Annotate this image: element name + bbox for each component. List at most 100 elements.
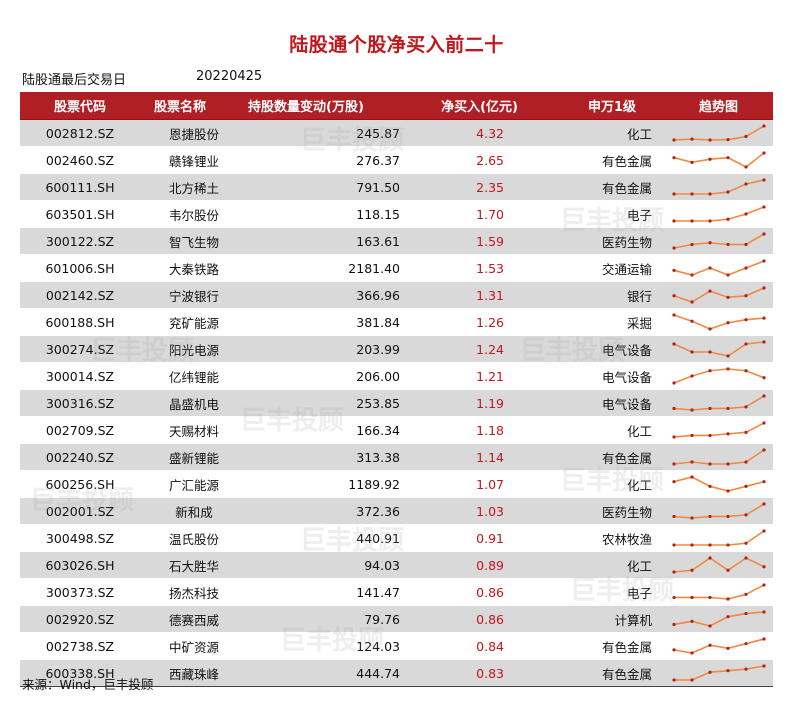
sparkline-point bbox=[743, 642, 748, 646]
sparkline-point bbox=[725, 242, 730, 247]
sparkline-point bbox=[761, 205, 766, 209]
sparkline-point bbox=[671, 435, 676, 439]
holding-change-cell: 94.03 bbox=[248, 551, 404, 579]
stock-name-cell: 温氏股份 bbox=[140, 524, 248, 552]
sparkline-point bbox=[707, 266, 712, 270]
industry-cell: 电子 bbox=[530, 200, 664, 228]
sparkline-path bbox=[673, 530, 764, 546]
sparkline-point bbox=[743, 513, 748, 517]
sparkline-point bbox=[689, 374, 694, 378]
sparkline-point bbox=[707, 138, 712, 142]
trend-cell bbox=[664, 524, 773, 552]
page-title: 陆股通个股净买入前二十 bbox=[289, 34, 504, 56]
industry-cell: 计算机 bbox=[530, 605, 664, 633]
trend-sparkline bbox=[671, 286, 766, 304]
holding-change-cell: 245.87 bbox=[248, 119, 404, 147]
trend-sparkline bbox=[671, 394, 766, 412]
sparkline-point bbox=[671, 462, 676, 466]
stock-name-cell: 扬杰科技 bbox=[140, 578, 248, 606]
sparkline-point bbox=[725, 138, 730, 142]
trend-cell bbox=[664, 281, 773, 309]
holding-change-cell: 253.85 bbox=[248, 389, 404, 417]
table-row: 300498.SZ 温氏股份 440.91 0.91 农林牧渔 bbox=[20, 524, 773, 552]
sparkline-point bbox=[689, 516, 694, 520]
sparkline-path bbox=[673, 665, 764, 681]
stock-name-cell: 亿纬锂能 bbox=[140, 362, 248, 390]
header-industry: 申万1级 bbox=[530, 92, 664, 120]
holding-change-cell: 791.50 bbox=[248, 173, 404, 201]
sparkline-point bbox=[743, 430, 748, 434]
net-buy-cell: 1.19 bbox=[404, 389, 530, 417]
sparkline-point bbox=[671, 138, 676, 142]
sparkline-point bbox=[761, 502, 766, 506]
sparkline-point bbox=[761, 448, 766, 452]
sparkline-point bbox=[707, 433, 712, 438]
trend-sparkline bbox=[671, 421, 766, 439]
holding-change-cell: 372.36 bbox=[248, 497, 404, 525]
sparkline-point bbox=[743, 182, 748, 186]
table-row: 300274.SZ 阳光电源 203.99 1.24 电气设备 bbox=[20, 335, 773, 363]
sparkline-point bbox=[689, 137, 694, 141]
sparkline-point bbox=[761, 610, 766, 614]
sparkline-point bbox=[761, 421, 766, 425]
sparkline-point bbox=[725, 568, 730, 572]
stock-code-cell: 002142.SZ bbox=[20, 281, 140, 309]
trend-cell bbox=[664, 335, 773, 363]
sparkline-point bbox=[671, 514, 676, 519]
sparkline-point bbox=[689, 242, 694, 247]
sparkline-point bbox=[725, 646, 730, 650]
table-row: 300122.SZ 智飞生物 163.61 1.59 医药生物 bbox=[20, 227, 773, 255]
sparkline-point bbox=[671, 294, 676, 298]
holding-change-cell: 440.91 bbox=[248, 524, 404, 552]
sparkline-point bbox=[725, 514, 730, 519]
industry-cell: 化工 bbox=[530, 470, 664, 498]
sparkline-point bbox=[671, 268, 676, 272]
stock-code-cell: 002920.SZ bbox=[20, 605, 140, 633]
sparkline-point bbox=[743, 318, 748, 322]
table-row: 002240.SZ 盛新锂能 313.38 1.14 有色金属 bbox=[20, 443, 773, 471]
industry-cell: 电气设备 bbox=[530, 389, 664, 417]
trend-cell bbox=[664, 173, 773, 201]
industry-cell: 银行 bbox=[530, 281, 664, 309]
holding-change-cell: 124.03 bbox=[248, 632, 404, 660]
table-row: 002460.SZ 赣锋锂业 276.37 2.65 有色金属 bbox=[20, 146, 773, 174]
stock-name-cell: 晶盛机电 bbox=[140, 389, 248, 417]
sparkline-point bbox=[761, 394, 766, 398]
stock-code-cell: 300498.SZ bbox=[20, 524, 140, 552]
stock-code-cell: 600188.SH bbox=[20, 308, 140, 336]
sparkline-point bbox=[725, 367, 730, 371]
industry-cell: 有色金属 bbox=[530, 632, 664, 660]
industry-cell: 电子 bbox=[530, 578, 664, 606]
sparkline-path bbox=[673, 287, 764, 303]
net-buy-cell: 1.18 bbox=[404, 416, 530, 444]
stock-code-cell: 002001.SZ bbox=[20, 497, 140, 525]
sparkline-point bbox=[707, 406, 712, 411]
trend-cell bbox=[664, 578, 773, 606]
trend-cell bbox=[664, 659, 773, 687]
sparkline-point bbox=[743, 212, 748, 216]
industry-cell: 交通运输 bbox=[530, 254, 664, 282]
sparkline-point bbox=[725, 406, 730, 411]
trend-sparkline bbox=[671, 475, 766, 493]
stock-code-cell: 002709.SZ bbox=[20, 416, 140, 444]
sparkline-point bbox=[707, 369, 712, 373]
table-row: 601006.SH 大秦铁路 2181.40 1.53 交通运输 bbox=[20, 254, 773, 282]
holding-change-cell: 206.00 bbox=[248, 362, 404, 390]
trend-cell bbox=[664, 605, 773, 633]
source-note: 来源：Wind，巨丰投顾 bbox=[22, 677, 154, 692]
stock-name-cell: 宁波银行 bbox=[140, 281, 248, 309]
trend-sparkline bbox=[671, 124, 766, 142]
sparkline-point bbox=[671, 543, 676, 547]
sparkline-point bbox=[689, 475, 694, 479]
holding-change-cell: 118.15 bbox=[248, 200, 404, 228]
trend-cell bbox=[664, 227, 773, 255]
sparkline-point bbox=[761, 664, 766, 668]
trend-sparkline bbox=[671, 232, 766, 250]
table-row: 603501.SH 韦尔股份 118.15 1.70 电子 bbox=[20, 200, 773, 228]
net-buy-cell: 2.35 bbox=[404, 173, 530, 201]
trend-sparkline bbox=[671, 583, 766, 601]
holding-change-cell: 366.96 bbox=[248, 281, 404, 309]
trend-cell bbox=[664, 389, 773, 417]
sparkline-point bbox=[671, 246, 676, 250]
sparkline-point bbox=[689, 192, 694, 196]
